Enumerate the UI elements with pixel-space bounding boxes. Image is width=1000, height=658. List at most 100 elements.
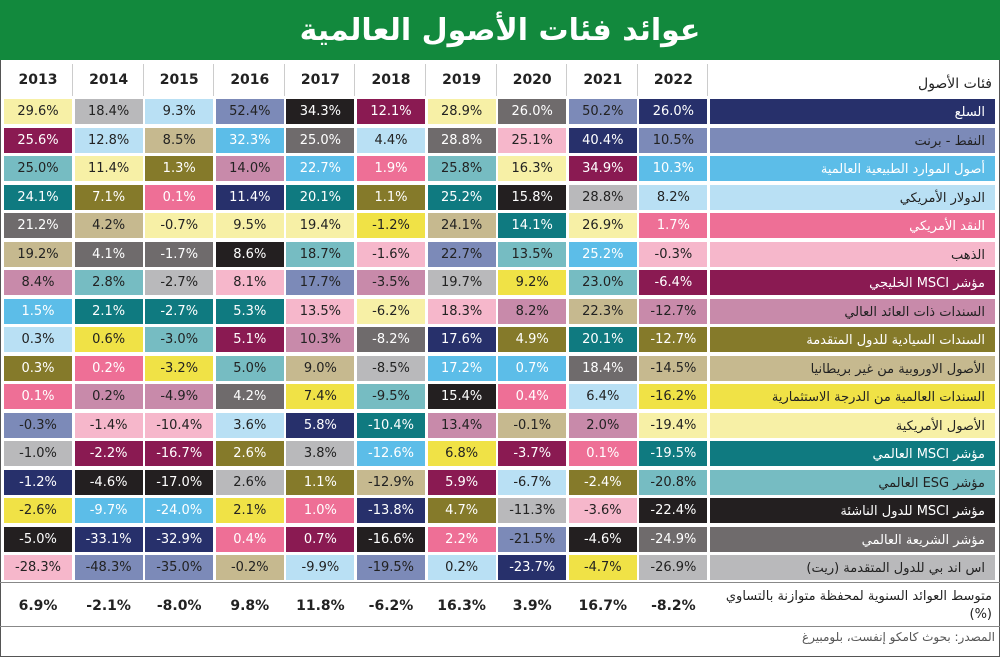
asset-class-label: مؤشر ESG العالمي xyxy=(710,469,995,495)
year-header: 2018 xyxy=(357,64,426,96)
asset-class-label: النفط - برنت xyxy=(710,127,995,153)
return-cell: -4.6% xyxy=(74,469,143,495)
asset-class-label: أصول الموارد الطبيعية العالمية xyxy=(710,156,995,181)
return-cell: 1.9% xyxy=(357,156,425,181)
return-cell: 4.7% xyxy=(427,498,496,523)
return-cell: -32.9% xyxy=(145,526,214,552)
return-cell: -0.3% xyxy=(639,241,708,267)
return-cell: -1.6% xyxy=(357,241,425,267)
return-cell: 13.5% xyxy=(498,241,567,267)
average-value: 16.3% xyxy=(437,598,486,614)
return-cell: 9.3% xyxy=(145,99,214,124)
return-cell: -0.2% xyxy=(215,555,284,580)
return-cell: 6.8% xyxy=(427,441,496,466)
return-cell: -0.3% xyxy=(4,412,72,438)
return-cell: -3.2% xyxy=(145,355,214,381)
average-label: متوسط العوائد السنوية لمحفظة متوازنة بال… xyxy=(725,589,992,622)
return-cell: -2.4% xyxy=(568,469,637,495)
return-cell: -4.7% xyxy=(568,555,637,580)
average-value: -8.2% xyxy=(651,598,696,614)
return-cell: -2.6% xyxy=(4,498,72,523)
year-header: 2016 xyxy=(216,64,285,96)
return-cell: 18.7% xyxy=(286,241,355,267)
asset-class-label: مؤشر MSCI الخليجي xyxy=(710,270,995,295)
return-cell: -17.0% xyxy=(145,469,214,495)
return-cell: 24.1% xyxy=(4,184,72,210)
return-cell: 22.7% xyxy=(286,156,355,181)
return-cell: 13.4% xyxy=(427,412,496,438)
return-cell: 3.6% xyxy=(215,412,284,438)
return-cell: -4.9% xyxy=(145,384,214,409)
return-cell: 52.4% xyxy=(215,99,284,124)
return-cell: 0.6% xyxy=(74,327,143,352)
asset-class-label: النقد الأمريكي xyxy=(710,213,995,238)
return-cell: -6.2% xyxy=(357,298,425,324)
return-cell: 19.2% xyxy=(4,241,72,267)
return-cell: 0.2% xyxy=(74,384,143,409)
return-cell: -13.8% xyxy=(357,498,425,523)
return-cell: 2.1% xyxy=(74,298,143,324)
return-cell: -10.4% xyxy=(145,412,214,438)
average-value: -2.1% xyxy=(86,598,131,614)
return-cell: 0.2% xyxy=(74,355,143,381)
year-header: 2015 xyxy=(145,64,215,96)
return-cell: 12.1% xyxy=(357,99,425,124)
source-note: المصدر: بحوث كامكو إنفست، بلومبيرغ xyxy=(801,630,995,644)
return-cell: 22.3% xyxy=(568,298,637,324)
return-cell: -1.7% xyxy=(145,241,214,267)
return-cell: 34.9% xyxy=(568,156,637,181)
return-cell: -33.1% xyxy=(74,526,143,552)
return-cell: 0.3% xyxy=(4,355,72,381)
year-header: 2022 xyxy=(639,64,709,96)
return-cell: 21.2% xyxy=(4,213,72,238)
asset-class-label: السندات ذات العائد العالي xyxy=(710,298,995,324)
return-cell: 17.2% xyxy=(427,355,496,381)
return-cell: 7.4% xyxy=(286,384,355,409)
return-cell: -19.5% xyxy=(639,441,708,466)
return-cell: 2.6% xyxy=(215,469,284,495)
asset-class-label: السلع xyxy=(710,99,995,124)
return-cell: 8.1% xyxy=(215,270,284,295)
return-cell: 8.2% xyxy=(498,298,567,324)
return-cell: 5.0% xyxy=(215,355,284,381)
return-cell: 25.2% xyxy=(427,184,496,210)
return-cell: 8.2% xyxy=(639,184,708,210)
return-cell: 9.5% xyxy=(215,213,284,238)
return-cell: -14.5% xyxy=(639,355,708,381)
return-cell: -9.7% xyxy=(74,498,143,523)
return-cell: 5.1% xyxy=(215,327,284,352)
return-cell: 29.6% xyxy=(4,99,72,124)
return-cell: -1.4% xyxy=(74,412,143,438)
average-value: -6.2% xyxy=(368,598,414,614)
asset-class-label: مؤشر الشريعة العالمي xyxy=(710,526,995,552)
return-cell: -21.5% xyxy=(498,526,567,552)
return-cell: -4.6% xyxy=(568,526,637,552)
return-cell: 4.1% xyxy=(74,241,143,267)
year-header: 2013 xyxy=(4,64,73,96)
return-cell: 1.7% xyxy=(639,213,708,238)
return-cell: -12.7% xyxy=(639,327,708,352)
return-cell: 2.8% xyxy=(74,270,143,295)
divider xyxy=(0,626,1000,627)
return-cell: 0.1% xyxy=(145,184,214,210)
return-cell: -1.0% xyxy=(4,441,72,466)
return-cell: 8.5% xyxy=(145,127,214,153)
return-cell: 0.7% xyxy=(286,526,355,552)
return-cell: 10.3% xyxy=(639,156,708,181)
return-cell: -48.3% xyxy=(74,555,143,580)
return-cell: 17.6% xyxy=(427,327,496,352)
return-cell: -35.0% xyxy=(145,555,214,580)
return-cell: 5.9% xyxy=(427,469,496,495)
return-cell: 28.8% xyxy=(568,184,637,210)
return-cell: -16.2% xyxy=(639,384,708,409)
return-cell: -23.7% xyxy=(498,555,567,580)
return-cell: 1.5% xyxy=(4,298,72,324)
return-cell: 28.9% xyxy=(427,99,496,124)
return-cell: 25.1% xyxy=(498,127,567,153)
return-cell: -19.5% xyxy=(357,555,425,580)
return-cell: -12.9% xyxy=(357,469,425,495)
return-cell: 6.4% xyxy=(568,384,637,409)
return-cell: 15.8% xyxy=(498,184,567,210)
return-cell: -22.4% xyxy=(639,498,708,523)
return-cell: -1.2% xyxy=(357,213,425,238)
